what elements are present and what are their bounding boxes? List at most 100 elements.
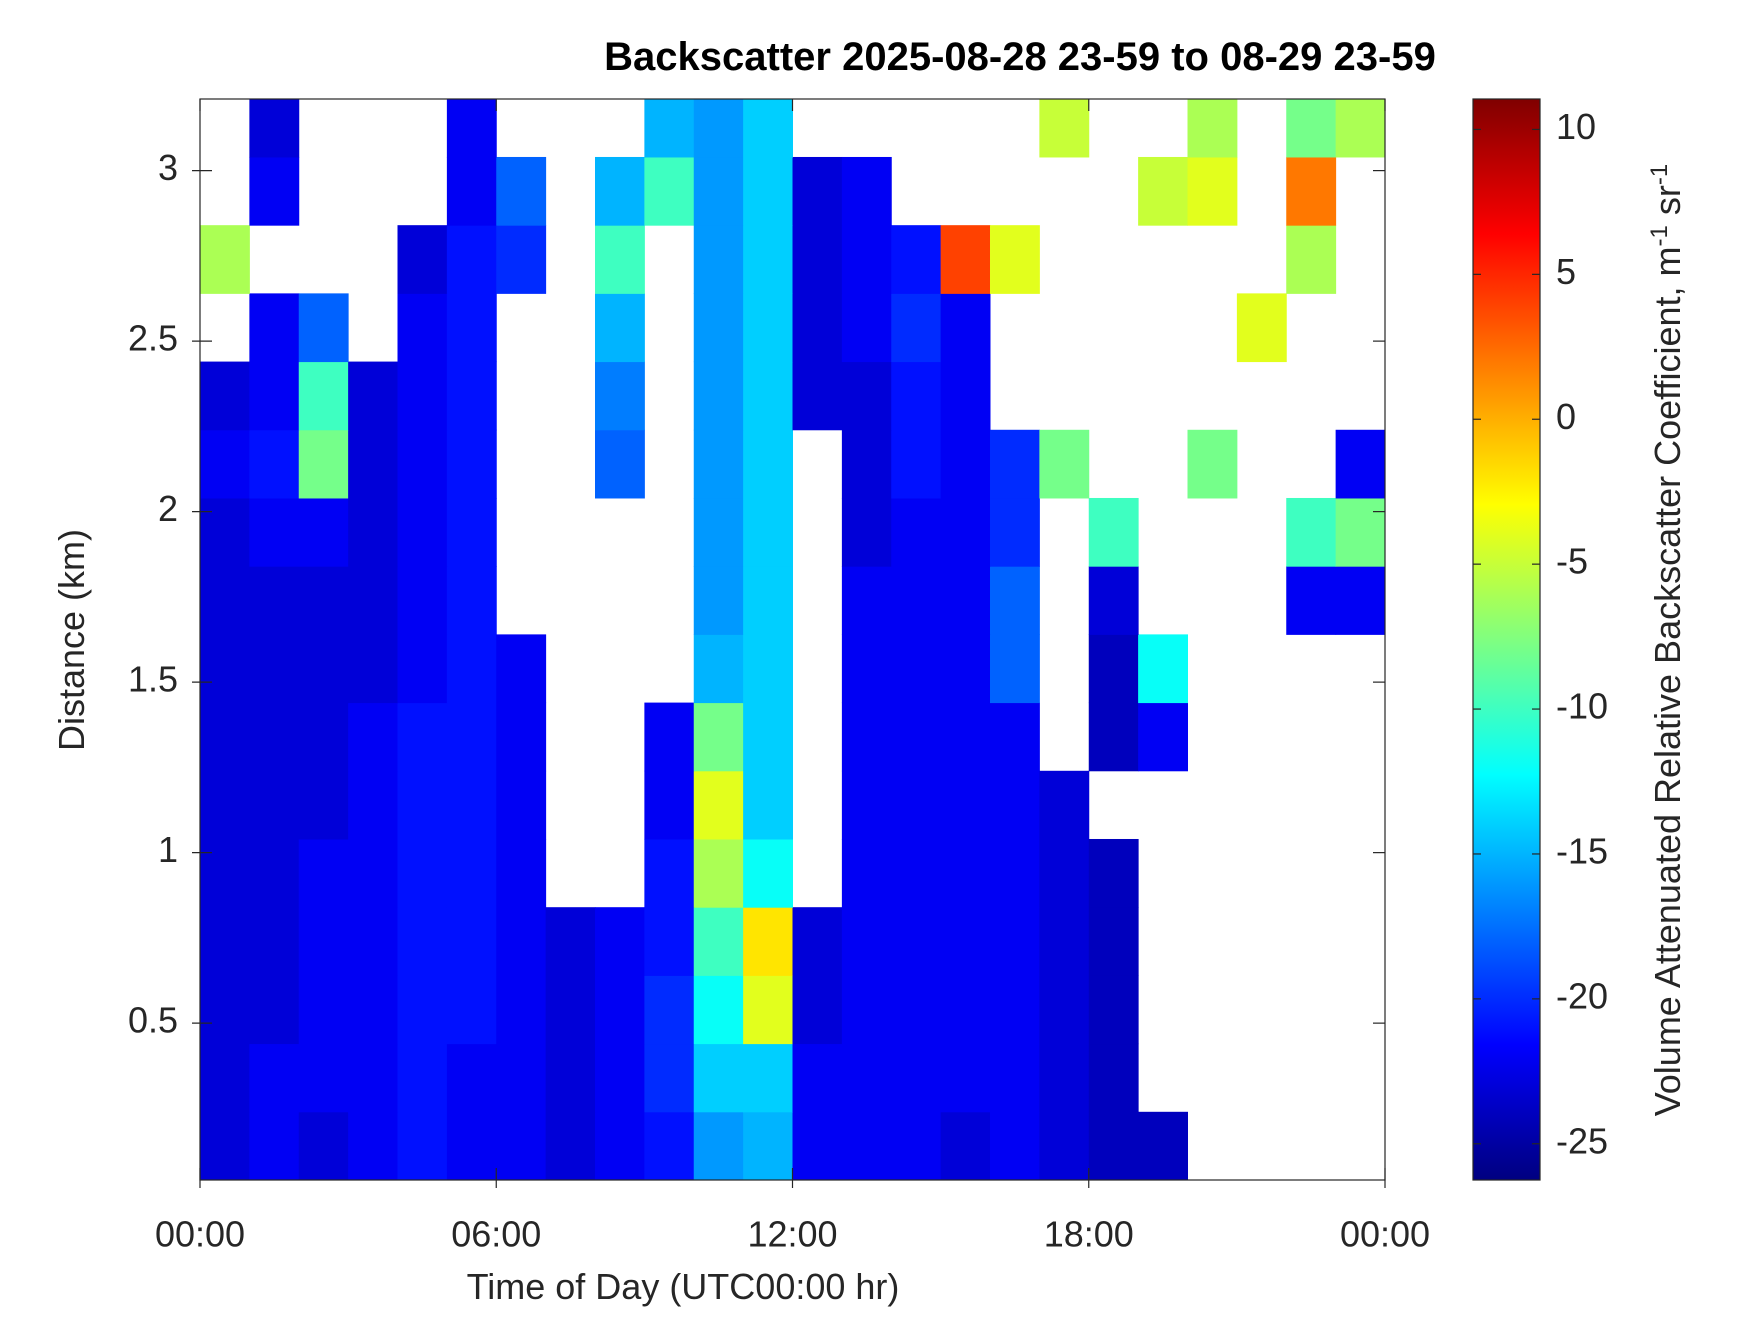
heatmap-cell xyxy=(891,1111,942,1180)
heatmap-cell xyxy=(545,907,596,976)
heatmap-cell xyxy=(693,361,744,431)
heatmap-cell xyxy=(446,429,497,499)
heatmap-cell xyxy=(249,907,300,976)
colorbar xyxy=(1472,98,1541,1181)
heatmap-cell xyxy=(397,838,448,908)
heatmap-cell xyxy=(595,361,645,431)
heatmap-cell xyxy=(891,975,942,1045)
heatmap-cell xyxy=(446,975,497,1045)
heatmap-cell xyxy=(841,975,892,1045)
y-tick-label: 2.5 xyxy=(128,318,178,359)
y-tick-label: 3 xyxy=(158,147,178,188)
heatmap-cell xyxy=(1187,99,1238,158)
heatmap-cell xyxy=(990,907,1040,976)
heatmap-cell xyxy=(891,497,942,567)
heatmap-cell xyxy=(496,1043,547,1113)
heatmap-cell xyxy=(743,838,793,908)
heatmap-cell xyxy=(940,634,991,704)
heatmap-cell xyxy=(397,1111,448,1180)
heatmap-cell xyxy=(200,566,250,635)
x-tick-label: 06:00 xyxy=(451,1214,541,1255)
heatmap-cell xyxy=(397,770,448,840)
heatmap-cell xyxy=(940,429,991,499)
heatmap-cell xyxy=(446,1111,497,1180)
heatmap-cell xyxy=(644,838,695,908)
heatmap-cell xyxy=(940,770,991,840)
colorbar-tick-label: -5 xyxy=(1556,541,1588,582)
heatmap-cell xyxy=(200,702,250,772)
heatmap-cell xyxy=(496,702,547,772)
heatmap-cell xyxy=(397,1043,448,1113)
heatmap-cell xyxy=(693,634,744,704)
heatmap-cell xyxy=(693,907,744,976)
heatmap-cell xyxy=(644,907,695,976)
heatmap-cell xyxy=(298,1043,349,1113)
heatmap-cell xyxy=(792,225,843,294)
x-tick-label: 00:00 xyxy=(155,1214,245,1255)
heatmap-cell xyxy=(298,293,349,363)
colorbar-label-part: Volume Attenuated Relative Backscatter C… xyxy=(1647,246,1688,1116)
heatmap-cell xyxy=(743,907,793,976)
heatmap-cell xyxy=(940,361,991,431)
heatmap-cell xyxy=(990,838,1040,908)
heatmap-cell xyxy=(743,702,793,772)
heatmap-cell xyxy=(990,225,1040,294)
heatmap-cell xyxy=(397,907,448,976)
heatmap-cell xyxy=(743,429,793,499)
heatmap-cell xyxy=(1335,99,1385,158)
heatmap-cell xyxy=(792,975,843,1045)
heatmap-cell xyxy=(693,566,744,635)
heatmap-cell xyxy=(496,975,547,1045)
heatmap-cell xyxy=(446,1043,497,1113)
heatmap-cell xyxy=(249,838,300,908)
heatmap-cell xyxy=(1335,566,1385,635)
heatmap-cell xyxy=(1286,225,1337,294)
heatmap-cell xyxy=(940,293,991,363)
heatmap-cell xyxy=(397,634,448,704)
heatmap-cell xyxy=(1088,975,1139,1045)
heatmap-cell xyxy=(743,566,793,635)
heatmap-cell xyxy=(496,907,547,976)
heatmap-cell xyxy=(743,293,793,363)
heatmap-cell xyxy=(644,99,695,158)
heatmap-cell xyxy=(348,975,398,1045)
heatmap-cell xyxy=(496,156,547,226)
heatmap-cell xyxy=(1286,156,1337,226)
heatmap-cell xyxy=(1138,702,1188,772)
heatmap-cell xyxy=(1088,634,1139,704)
heatmap-cell xyxy=(298,770,349,840)
colorbar-label-part: sr xyxy=(1647,185,1688,225)
heatmap-cell xyxy=(348,702,398,772)
heatmap-cell xyxy=(743,634,793,704)
heatmap-cell xyxy=(249,99,300,158)
heatmap-cell xyxy=(1236,293,1287,363)
heatmap-cell xyxy=(644,702,695,772)
heatmap-cell xyxy=(348,634,398,704)
x-tick-label: 00:00 xyxy=(1340,1214,1430,1255)
heatmap-cell xyxy=(348,429,398,499)
heatmap-cell xyxy=(743,975,793,1045)
heatmap-cell xyxy=(249,634,300,704)
heatmap-cell xyxy=(249,566,300,635)
heatmap-cell xyxy=(200,361,250,431)
heatmap-cell xyxy=(693,225,744,294)
heatmap-cell xyxy=(249,293,300,363)
colorbar-tick-label: 10 xyxy=(1556,106,1596,147)
heatmap-cell xyxy=(841,702,892,772)
colorbar-label-part: -1 xyxy=(1646,164,1673,185)
heatmap-cell xyxy=(1187,156,1238,226)
heatmap-cell xyxy=(249,975,300,1045)
heatmap-cell xyxy=(841,566,892,635)
heatmap-cell xyxy=(792,907,843,976)
heatmap-cell xyxy=(446,99,497,158)
heatmap-cell xyxy=(595,156,645,226)
heatmap-cell xyxy=(1088,702,1139,772)
heatmap-cell xyxy=(298,702,349,772)
heatmap-cell xyxy=(298,361,349,431)
heatmap-cell xyxy=(298,1111,349,1180)
heatmap-cell xyxy=(1039,975,1090,1045)
heatmap-cell xyxy=(298,838,349,908)
heatmap-cell xyxy=(446,566,497,635)
heatmap-cell xyxy=(397,225,448,294)
heatmap-cell xyxy=(693,838,744,908)
